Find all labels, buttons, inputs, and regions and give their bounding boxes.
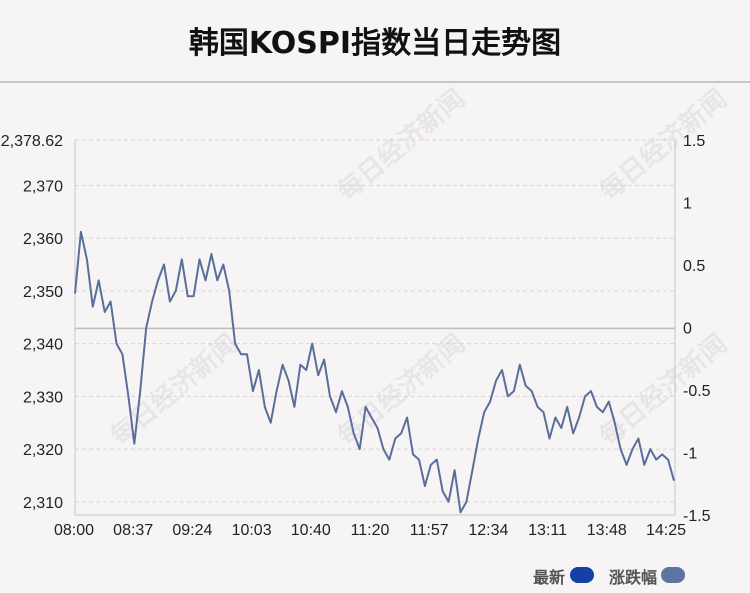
x-tick-label: 13:48	[587, 522, 627, 539]
y-right-tick-label: -1	[683, 446, 697, 463]
x-tick-label: 10:03	[232, 522, 272, 539]
y-right-tick-label: 1	[683, 196, 692, 213]
y-left-tick-label: 2,360	[23, 231, 63, 248]
grid-lines	[75, 139, 675, 503]
chart-title: 韩国KOSPI指数当日走势图	[188, 26, 562, 61]
y-right-tick-label: 1.5	[683, 133, 705, 150]
x-tick-label: 12:34	[468, 522, 508, 539]
axes	[74, 140, 676, 516]
y-left-tick-label: 2,310	[23, 495, 63, 512]
title-divider	[0, 81, 750, 83]
legend-label-change: 涨跌幅	[609, 568, 658, 587]
x-tick-label: 09:24	[172, 522, 212, 539]
series-layer	[74, 230, 675, 514]
x-tick-label: 08:37	[113, 522, 153, 539]
x-tick-label: 10:40	[291, 522, 331, 539]
y-right-tick-label: -1.5	[683, 508, 711, 525]
y-left-tick-label: 2,320	[23, 442, 63, 459]
y-left-tick-label: 2,350	[23, 284, 63, 301]
y-left-tick-label: 2,378.62	[1, 133, 63, 150]
y-left-tick-label: 2,340	[23, 337, 63, 354]
x-tick-label: 11:20	[351, 522, 390, 539]
y-right-tick-label: -0.5	[683, 383, 711, 400]
y-left-tick-label: 2,370	[23, 178, 63, 195]
series-line-latest	[74, 230, 675, 514]
tick-labels: 2,378.62 2,370 2,360 2,350 2,340 2,330 2,320 2,…	[1, 133, 711, 539]
legend-swatch-latest[interactable]	[570, 567, 594, 583]
legend-label-latest: 最新	[533, 568, 566, 587]
x-tick-label: 13:11	[528, 522, 567, 539]
y-left-tick-label: 2,330	[23, 389, 63, 406]
y-right-tick-label: 0	[683, 321, 692, 338]
x-tick-label: 11:57	[410, 522, 449, 539]
x-tick-label: 14:25	[646, 522, 686, 539]
y-right-tick-label: 0.5	[683, 258, 705, 275]
x-tick-label: 08:00	[54, 522, 94, 539]
legend-swatch-change[interactable]	[661, 567, 685, 583]
